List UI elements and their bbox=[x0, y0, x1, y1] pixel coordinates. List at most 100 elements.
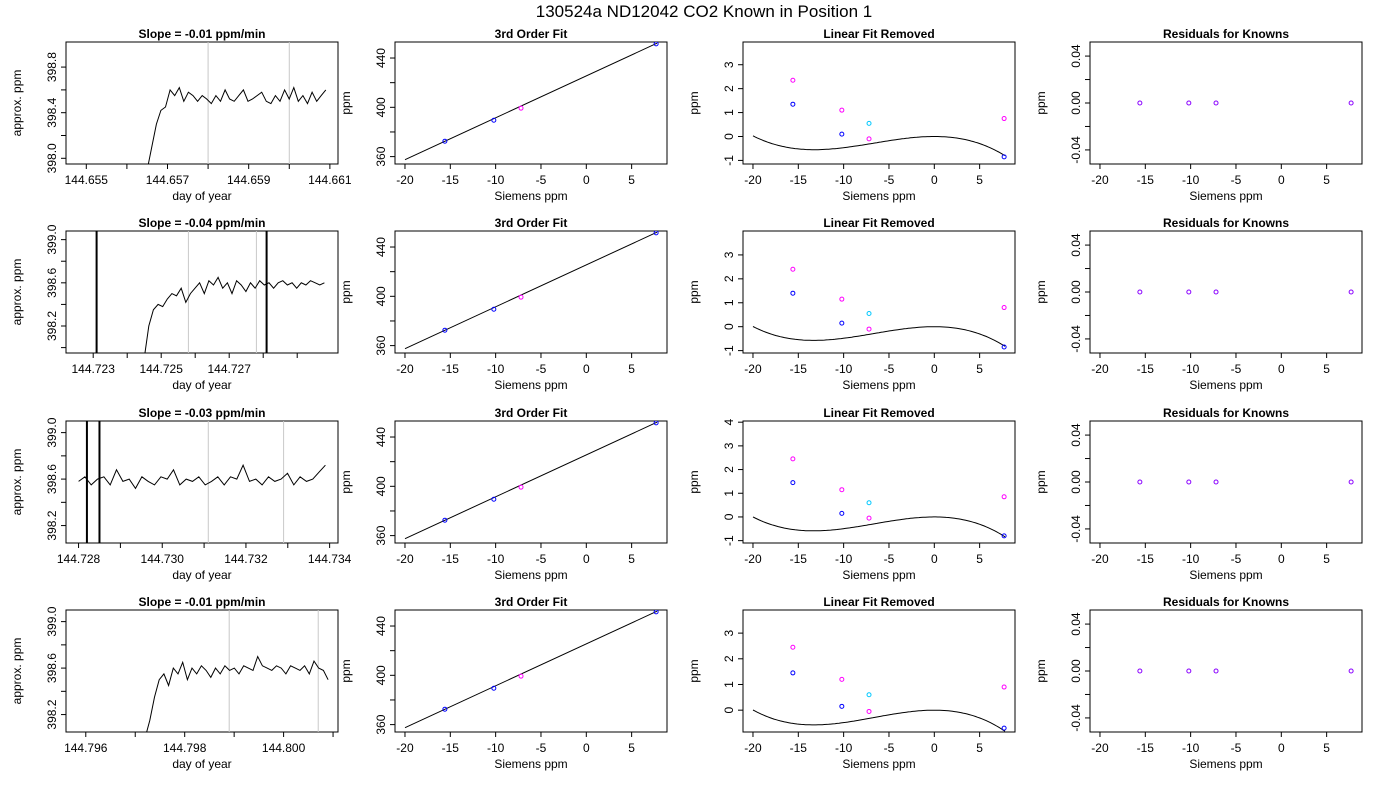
data-point bbox=[790, 77, 796, 83]
y-tick-label: 398.4 bbox=[45, 97, 59, 127]
series-line bbox=[146, 655, 329, 732]
data-point bbox=[1186, 100, 1192, 106]
plot-frame bbox=[1089, 230, 1363, 354]
fit-curve bbox=[752, 709, 1006, 732]
data-point bbox=[839, 296, 845, 302]
data-point bbox=[866, 692, 872, 698]
plot-area bbox=[147, 42, 327, 164]
plot-frame bbox=[1089, 41, 1363, 165]
y-tick-label: 399.0 bbox=[45, 417, 59, 447]
chart-panel: Residuals for Knowns -20 -15 -10 -5 0 5 -0.04 0.… bbox=[1034, 595, 1363, 771]
data-point bbox=[839, 131, 845, 137]
x-tick-label: 144.734 bbox=[308, 552, 352, 566]
plot-area bbox=[752, 266, 1007, 350]
chart-panel: Residuals for Knowns -20 -15 -10 -5 0 5 -0.04 0.… bbox=[1034, 27, 1363, 203]
x-axis-label: Siemens ppm bbox=[842, 757, 915, 771]
x-tick-label: -15 bbox=[790, 362, 808, 376]
data-point bbox=[839, 107, 845, 113]
x-tick-label: -15 bbox=[1137, 741, 1155, 755]
figure-title: 130524a ND12042 CO2 Known in Position 1 bbox=[536, 2, 872, 21]
data-point bbox=[1213, 668, 1219, 674]
y-tick-label: 398.2 bbox=[45, 311, 59, 341]
x-tick-label: -15 bbox=[1137, 173, 1155, 187]
x-tick-label: 0 bbox=[1278, 362, 1285, 376]
x-axis-label: Siemens ppm bbox=[1189, 568, 1262, 582]
x-tick-label: 144.798 bbox=[163, 741, 207, 755]
chart-panel: Linear Fit Removed-20 -15 -10 -5 0 5-10123Sie… bbox=[687, 216, 1016, 392]
panel-title: 3rd Order Fit bbox=[495, 216, 568, 230]
x-tick-label: -15 bbox=[790, 552, 808, 566]
y-tick-label: 3 bbox=[722, 629, 736, 636]
plot-frame bbox=[742, 420, 1016, 544]
y-tick-label: -0.04 bbox=[1069, 704, 1083, 732]
plot-area bbox=[146, 610, 329, 732]
x-tick-label: -15 bbox=[442, 173, 460, 187]
chart-panel: Slope = -0.01 ppm/min 144.796 144.798 144.8… bbox=[10, 595, 339, 771]
panel-title: Slope = -0.04 ppm/min bbox=[138, 216, 265, 230]
y-tick-label: 398.2 bbox=[45, 510, 59, 540]
data-point bbox=[839, 487, 845, 493]
x-tick-label: 0 bbox=[583, 552, 590, 566]
plot-area bbox=[752, 77, 1007, 160]
y-tick-label: 398.6 bbox=[45, 464, 59, 494]
panel-title: 3rd Order Fit bbox=[495, 595, 568, 609]
x-tick-label: -10 bbox=[835, 741, 853, 755]
y-axis-label: ppm bbox=[687, 659, 701, 682]
x-tick-label: -10 bbox=[487, 552, 505, 566]
chart-panel: 3rd Order Fit -20 -15 -10 -5 0 5 360 400 440 Sieme… bbox=[339, 27, 668, 203]
y-axis-label: ppm bbox=[1034, 470, 1048, 493]
data-point bbox=[790, 456, 796, 462]
x-tick-label: -5 bbox=[536, 552, 547, 566]
panel-title: Slope = -0.03 ppm/min bbox=[138, 406, 265, 420]
x-tick-label: 144.655 bbox=[65, 173, 109, 187]
data-point bbox=[790, 266, 796, 272]
x-tick-label: -20 bbox=[1091, 552, 1109, 566]
data-point bbox=[1186, 289, 1192, 295]
y-tick-label: 0.00 bbox=[1069, 280, 1083, 304]
data-point bbox=[1001, 344, 1007, 350]
x-tick-label: -20 bbox=[1091, 173, 1109, 187]
data-point bbox=[1348, 289, 1354, 295]
x-tick-label: -15 bbox=[790, 741, 808, 755]
plot-area bbox=[1137, 668, 1354, 674]
x-tick-label: -10 bbox=[835, 173, 853, 187]
data-point bbox=[1001, 533, 1007, 539]
data-point bbox=[839, 676, 845, 682]
y-tick-label: 2 bbox=[722, 275, 736, 282]
y-tick-label: 3 bbox=[722, 251, 736, 258]
x-tick-label: -10 bbox=[1182, 741, 1200, 755]
plot-frame bbox=[65, 420, 339, 544]
y-axis-label: ppm bbox=[339, 659, 353, 682]
x-tick-label: 5 bbox=[976, 173, 983, 187]
x-tick-label: 144.732 bbox=[224, 552, 268, 566]
y-tick-label: 2 bbox=[722, 85, 736, 92]
chart-panel: Linear Fit Removed-20 -15 -10 -5 0 5-101234Si… bbox=[687, 406, 1016, 582]
y-tick-label: 0.04 bbox=[1069, 612, 1083, 636]
y-axis-label: ppm bbox=[339, 470, 353, 493]
x-tick-label: 144.728 bbox=[57, 552, 101, 566]
y-tick-label: 0 bbox=[722, 323, 736, 330]
data-point bbox=[1348, 100, 1354, 106]
y-tick-label: -1 bbox=[722, 155, 736, 166]
data-point bbox=[839, 703, 845, 709]
chart-panel: 3rd Order Fit -20 -15 -10 -5 0 5 360 400 440 Sieme… bbox=[339, 216, 668, 392]
x-axis-label: Siemens ppm bbox=[1189, 757, 1262, 771]
y-tick-label: 1 bbox=[722, 299, 736, 306]
x-tick-label: -10 bbox=[487, 741, 505, 755]
x-tick-label: 5 bbox=[1323, 552, 1330, 566]
data-point bbox=[790, 290, 796, 296]
data-point bbox=[653, 421, 659, 426]
data-point bbox=[866, 136, 872, 142]
chart-panel: Slope = -0.04 ppm/min 144.723 144.725 144.7… bbox=[10, 216, 339, 392]
y-tick-label: 400 bbox=[374, 665, 388, 685]
y-tick-label: -1 bbox=[722, 535, 736, 546]
panel-title: Residuals for Knowns bbox=[1163, 216, 1289, 230]
x-tick-label: 144.657 bbox=[146, 173, 190, 187]
x-tick-label: -5 bbox=[884, 741, 895, 755]
x-tick-label: -10 bbox=[835, 552, 853, 566]
y-tick-label: 398.2 bbox=[45, 699, 59, 729]
data-point bbox=[442, 327, 448, 333]
data-point bbox=[653, 42, 659, 47]
x-tick-label: -15 bbox=[442, 362, 460, 376]
plot-frame bbox=[394, 420, 668, 544]
